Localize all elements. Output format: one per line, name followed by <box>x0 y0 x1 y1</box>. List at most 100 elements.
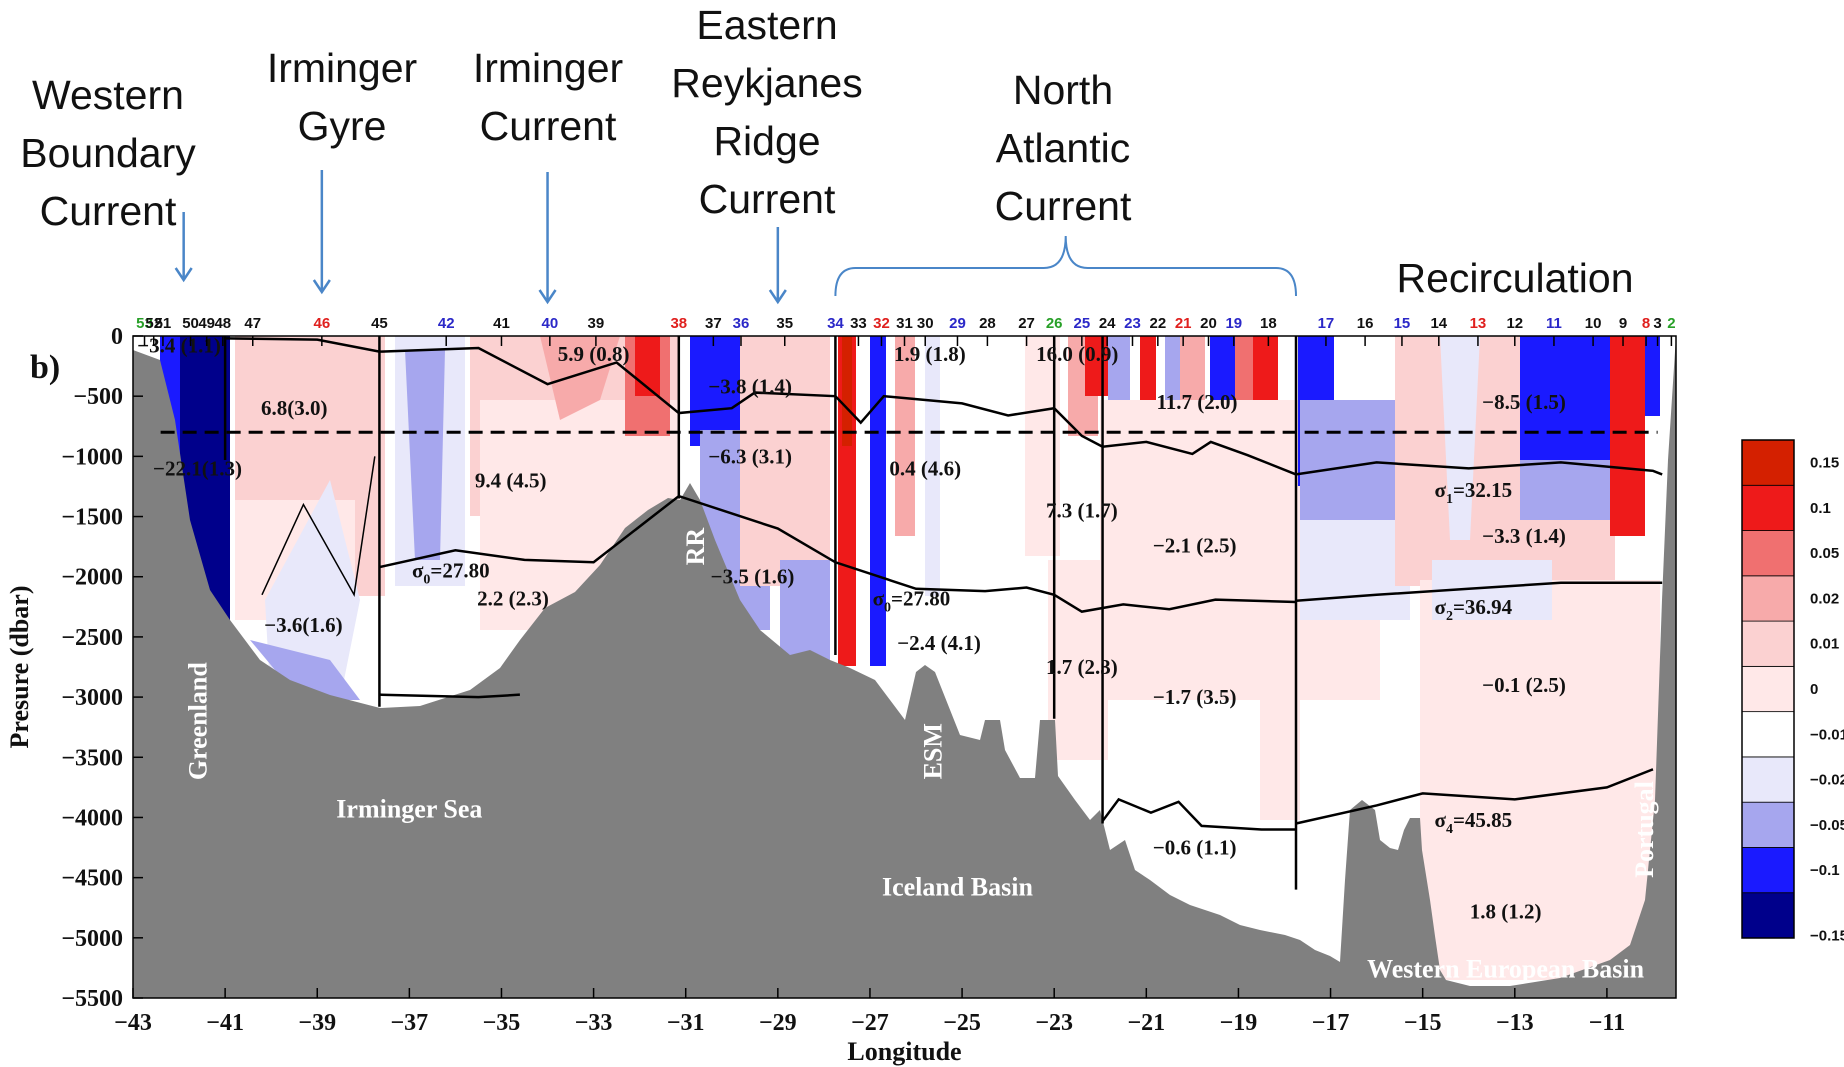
station-number: 15 <box>1394 315 1411 332</box>
x-tick-label: −43 <box>114 1010 152 1036</box>
colorbar-swatch <box>1741 439 1795 486</box>
current-arrowhead <box>538 289 557 305</box>
transport-label: −0.1 (2.5) <box>1482 673 1566 697</box>
station-number: 11 <box>1546 315 1562 332</box>
x-tick-label: −27 <box>851 1010 889 1036</box>
y-tick-label: 0 <box>111 324 123 350</box>
station-number: 8 <box>1642 315 1650 332</box>
y-axis-title: Presure (dbar) <box>5 586 34 749</box>
transport-label: −1.7 (3.5) <box>1153 685 1237 709</box>
station-number: 9 <box>1619 315 1627 332</box>
colorbar-label: −0.05 <box>1810 817 1844 834</box>
current-label-irm-current: Irminger Current <box>473 45 623 305</box>
isopycnal-deep-iceland <box>1101 797 1297 831</box>
current-label-line: Ridge <box>713 118 820 164</box>
transport-label: −6.3 (3.1) <box>708 444 792 468</box>
station-number: 39 <box>588 315 605 332</box>
station-number: 14 <box>1430 315 1447 332</box>
plot-area: −22.1(1.3) −3.4 (1.1) 6.8(3.0) −3.6(1.6) 5.9… <box>132 334 1677 999</box>
current-label-line: Eastern <box>696 2 837 48</box>
x-tick-label: −25 <box>943 1010 981 1036</box>
geography-label: Portugal <box>1630 781 1659 878</box>
colorbar-frame <box>1741 439 1795 939</box>
station-number: 13 <box>1470 315 1487 332</box>
current-arrowhead <box>312 279 331 295</box>
x-tick-label: −41 <box>206 1010 244 1036</box>
y-tick-label: −3000 <box>61 685 123 711</box>
station-number: 22 <box>1149 315 1166 332</box>
colorbar-label: −0.1 <box>1810 862 1840 879</box>
current-label-line: Current <box>480 103 617 149</box>
y-tick-label: −2500 <box>61 625 123 651</box>
transport-label: −2.1 (2.5) <box>1153 533 1237 557</box>
station-number: 41 <box>493 315 510 332</box>
station-number: 37 <box>705 315 722 332</box>
x-tick-label: −33 <box>575 1010 613 1036</box>
transport-label: 5.9 (0.8) <box>558 342 630 366</box>
transport-label: −3.8 (1.4) <box>708 375 792 399</box>
colorbar-swatch <box>1741 711 1795 758</box>
transport-label: −3.3 (1.4) <box>1482 524 1566 548</box>
station-number: 2 <box>1667 315 1675 332</box>
geography-label: Greenland <box>184 662 213 781</box>
colorbar-swatch <box>1741 847 1795 894</box>
colorbar-label: 0.15 <box>1810 455 1839 472</box>
geography-label: Iceland Basin <box>882 873 1034 902</box>
transport-label: 9.4 (4.5) <box>475 468 547 492</box>
transport-label: 1.8 (1.2) <box>1470 899 1542 923</box>
geography-label: Western European Basin <box>1367 955 1644 984</box>
thin-contour <box>261 456 376 598</box>
transport-label: σ0=27.80 <box>873 586 951 615</box>
station-number: 53 <box>136 315 153 332</box>
station-number: 46 <box>314 315 331 332</box>
x-tick-label: −11 <box>1589 1010 1625 1036</box>
transport-label: −3.6(1.6) <box>264 613 342 637</box>
current-label-errc: Eastern Reykjanes Ridge Current <box>671 2 863 305</box>
station-number: 48 <box>214 315 231 332</box>
y-tick-label: −5500 <box>61 986 123 1012</box>
x-tick-label: −31 <box>667 1010 705 1036</box>
current-label-nac: North Atlantic Current <box>995 67 1132 229</box>
colorbar-swatch <box>1741 530 1795 577</box>
x-tick-label: −37 <box>391 1010 429 1036</box>
current-label-line: Irminger <box>473 45 623 91</box>
station-number: 18 <box>1260 315 1277 332</box>
y-tick-label: −1000 <box>61 444 123 470</box>
geography-label: ABR <box>1317 826 1346 881</box>
current-arrowhead <box>768 289 787 305</box>
station-number: 28 <box>979 315 996 332</box>
transport-label: −2.4 (4.1) <box>897 631 981 655</box>
current-label-line: Recirculation <box>1397 255 1634 301</box>
y-tick-label: −500 <box>73 384 123 410</box>
transport-label: −8.5 (1.5) <box>1482 390 1566 414</box>
transport-label: σ2=36.94 <box>1435 595 1513 624</box>
colorbar-label: 0.01 <box>1810 636 1839 653</box>
transport-label: 1.9 (1.8) <box>894 342 966 366</box>
y-tick-label: −5000 <box>61 926 123 952</box>
current-label-line: Current <box>995 183 1132 229</box>
transport-label: σ4=45.85 <box>1435 808 1513 837</box>
current-label-line: Atlantic <box>996 125 1130 171</box>
current-label-line: Gyre <box>298 103 387 149</box>
station-number: 19 <box>1225 315 1242 332</box>
station-number: 16 <box>1357 315 1374 332</box>
colorbar-label: 0.05 <box>1810 545 1839 562</box>
isopycnal-deep-irminger <box>379 693 520 699</box>
current-label-line: Western <box>32 72 184 118</box>
station-number: 38 <box>670 315 687 332</box>
y-tick-label: −4500 <box>61 866 123 892</box>
transport-label: −0.6 (1.1) <box>1153 836 1237 860</box>
y-tick-label: −1500 <box>61 505 123 531</box>
axes: −43 −41 −39 −37 −35 −33 −31 −29 −27 −25 −23 −21 −19 −… <box>5 324 1625 1066</box>
station-number: 40 <box>541 315 558 332</box>
station-number: 24 <box>1099 315 1116 332</box>
station-number: 45 <box>371 315 388 332</box>
station-number: 32 <box>873 315 890 332</box>
transport-label: 0.4 (4.6) <box>889 456 961 480</box>
transport-label: −3.4 (1.1) <box>137 334 221 358</box>
x-tick-label: −21 <box>1127 1010 1165 1036</box>
colorbar-label: 0.1 <box>1810 500 1831 517</box>
x-tick-label: −19 <box>1220 1010 1258 1036</box>
colorbar-swatch <box>1741 801 1795 848</box>
